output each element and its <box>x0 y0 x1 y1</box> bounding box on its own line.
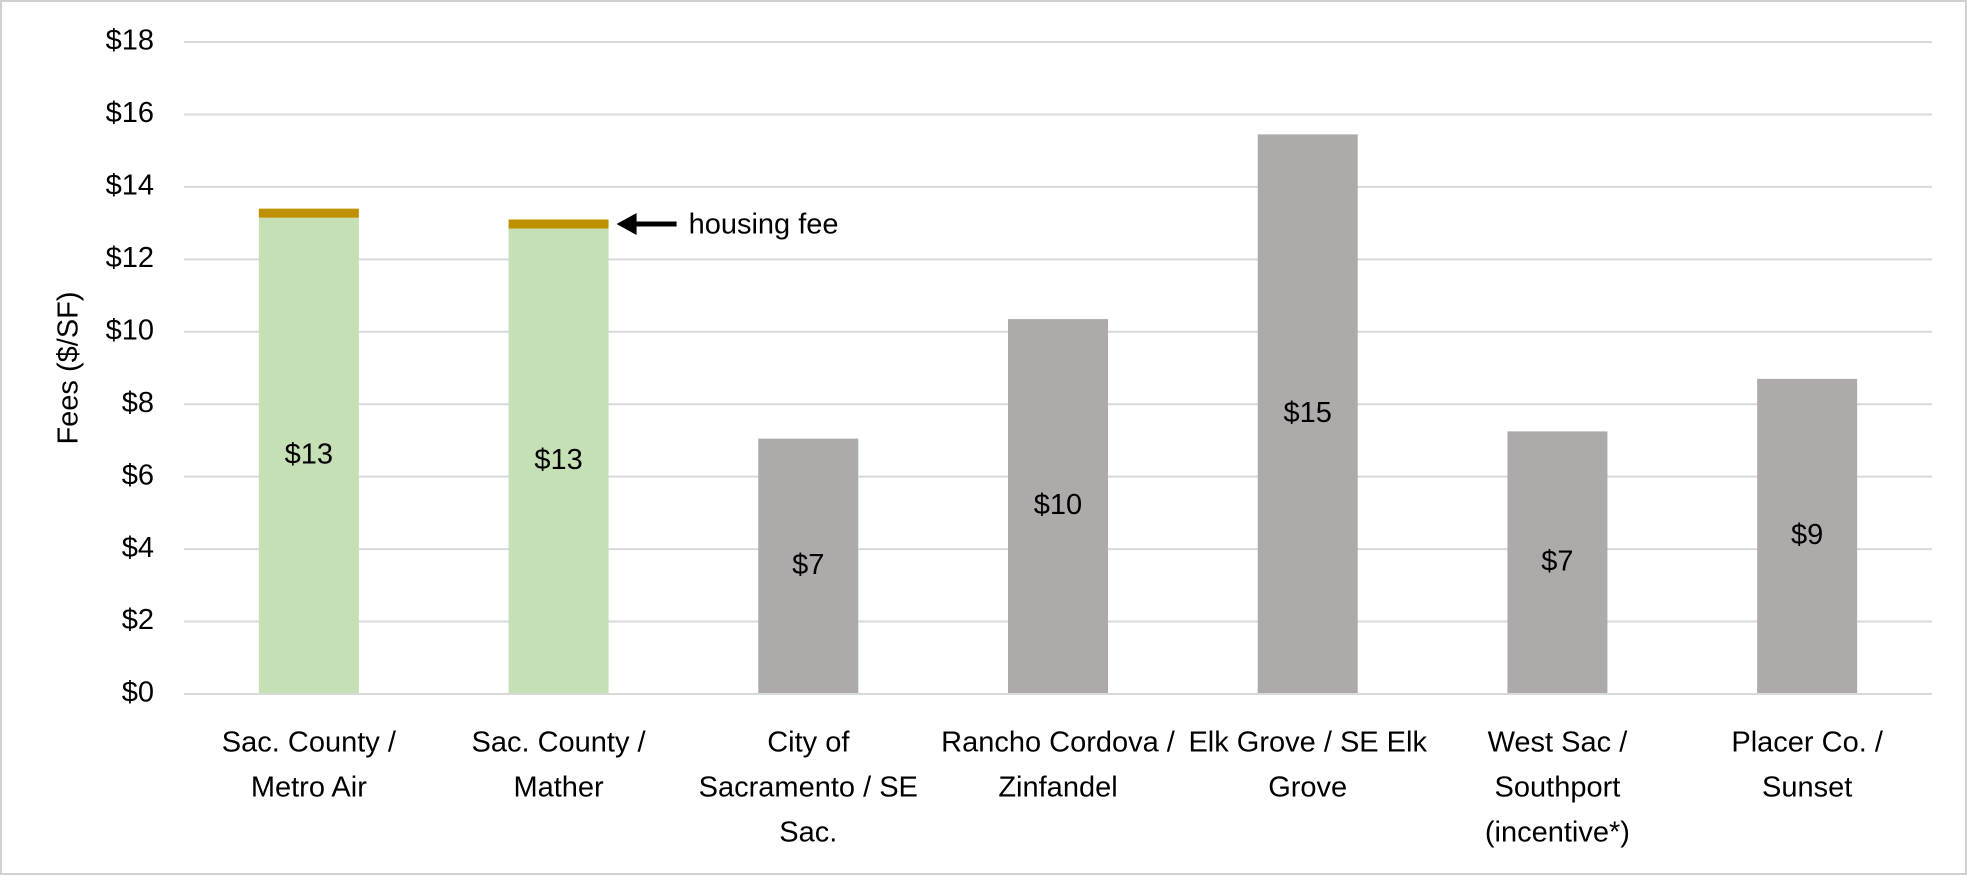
x-tick-label: Sunset <box>1762 772 1852 804</box>
y-tick-label: $10 <box>106 314 154 346</box>
bar-segment <box>508 219 609 229</box>
x-tick-label: (incentive*) <box>1485 817 1630 849</box>
annotation: housing fee <box>689 209 839 241</box>
x-tick-label: Placer Co. / <box>1731 727 1883 759</box>
data-label: $7 <box>1541 545 1573 577</box>
x-tick-label: Metro Air <box>251 772 367 804</box>
annotation-arrowhead <box>616 213 637 236</box>
data-label: $9 <box>1791 519 1823 551</box>
y-tick-label: $2 <box>122 604 154 636</box>
bar-segment <box>258 208 359 218</box>
y-tick-label: $0 <box>122 677 154 709</box>
y-tick-label: $18 <box>106 25 154 57</box>
x-tick-label: Grove <box>1268 772 1347 804</box>
x-tick-label: Elk Grove / SE Elk <box>1188 727 1427 759</box>
data-label: $7 <box>792 549 824 581</box>
x-tick-label: Sac. County / <box>472 727 647 759</box>
bar-segment <box>758 438 859 694</box>
y-axis-label: Fees ($/SF) <box>53 291 85 444</box>
x-tick-label: Sac. <box>779 817 837 849</box>
data-label: $13 <box>534 444 582 476</box>
y-tick-label: $6 <box>122 459 154 491</box>
x-tick-label: West Sac / <box>1488 727 1629 759</box>
bar-segment <box>1507 431 1608 694</box>
bar-segment <box>258 217 359 694</box>
x-tick-label: Southport <box>1495 772 1621 804</box>
y-tick-label: $4 <box>122 532 154 564</box>
bar-segment <box>1008 319 1108 694</box>
data-label: $10 <box>1034 489 1082 521</box>
y-tick-label: $14 <box>106 170 154 202</box>
bar-segment <box>508 228 609 695</box>
x-tick-label: Sacramento / SE <box>699 772 918 804</box>
data-label: $15 <box>1284 397 1332 429</box>
bar-segment <box>1257 134 1358 694</box>
x-tick-label: Rancho Cordova / <box>941 727 1176 759</box>
x-tick-label: Zinfandel <box>998 772 1117 804</box>
data-label: $13 <box>285 438 333 470</box>
x-tick-label: City of <box>767 727 850 759</box>
bar-segment <box>1757 378 1858 694</box>
y-tick-label: $12 <box>106 242 154 274</box>
x-tick-label: Sac. County / <box>222 727 397 759</box>
x-tick-label: Mather <box>513 772 604 804</box>
y-tick-label: $8 <box>122 387 154 419</box>
y-tick-label: $16 <box>106 97 154 129</box>
